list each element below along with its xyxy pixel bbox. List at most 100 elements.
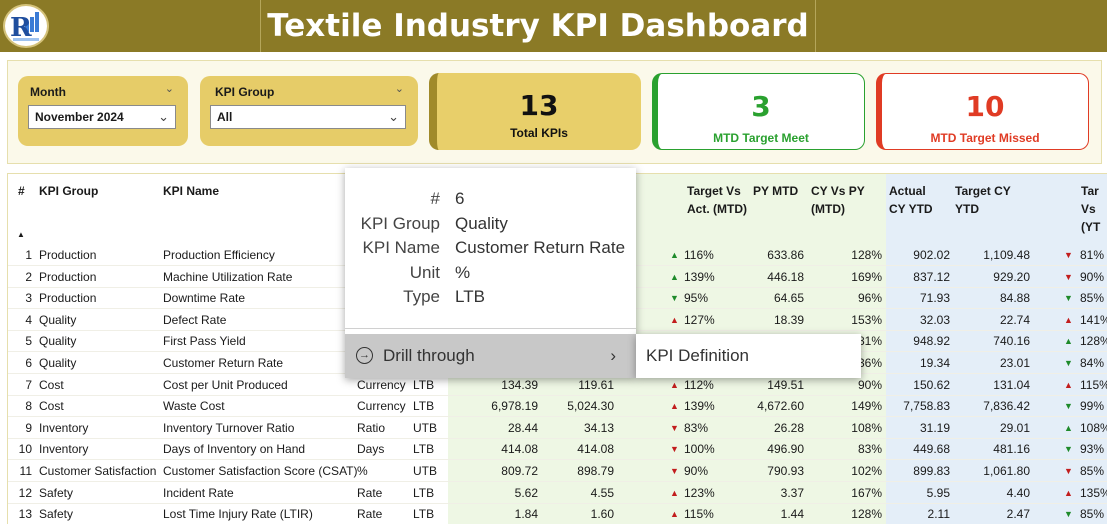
cell-cypy: 128% [851,248,882,262]
cell-cypy: 108% [851,420,882,435]
tooltip-field: Type LTB [345,285,636,309]
cell-tva2: 84% [1080,356,1105,370]
cell-py: 633.86 [767,248,804,262]
col-header-target-vs-act-mtd[interactable]: Target Vs Act. (MTD) [687,184,747,216]
drill-through-menu-item[interactable]: → Drill through › [345,334,636,378]
chevron-down-icon[interactable]: ⌄ [394,83,404,95]
kpi-group-slicer-label: KPI Group [215,85,275,99]
cell-target: 4.55 [590,485,614,500]
cell-tva2: 128% [1080,334,1107,349]
cell-type: LTB [413,399,435,414]
col-header-cy-vs-py-mtd[interactable]: CY Vs PY (MTD) [811,184,865,216]
cell-aytd: 902.02 [913,248,950,262]
arrow-up-icon: ▲ [1064,336,1073,347]
table-row[interactable]: 8 Cost Waste Cost Currency LTB 6,978.19 5,024.… [8,395,1107,418]
arrow-up-icon: ▲ [1064,379,1073,390]
cell-tytd: 740.16 [993,334,1030,349]
month-slicer: Month ⌄ November 2024 ⌄ [18,76,188,146]
cell-tva2: 90% [1080,269,1105,284]
cell-name: Inventory Turnover Ratio [163,420,295,435]
kpi-group-dropdown[interactable]: All ⌄ [210,105,406,129]
cell-actual: 809.72 [501,464,538,478]
cell-n: 11 [19,464,32,478]
table-row[interactable]: 10 Inventory Days of Inventory on Hand Days… [8,438,1107,461]
svg-text:R: R [10,13,32,43]
cell-py: 4,672.60 [757,399,804,414]
cell-group: Inventory [39,420,89,435]
cell-aytd: 948.92 [913,334,950,349]
tooltip-field-key: # [430,189,440,208]
cell-unit: Currency [357,377,406,392]
cell-py: 3.37 [780,485,804,500]
header-divider [815,0,816,52]
col-header-target-cy-ytd[interactable]: Target CY YTD [955,184,1011,216]
col-header-py-mtd[interactable]: PY MTD [753,184,799,198]
cell-tytd: 131.04 [993,377,1030,392]
cell-cypy: 36% [857,356,882,370]
cell-n: 12 [18,485,32,500]
cell-tva: 90% [684,464,709,478]
table-row[interactable]: 2 Production Machine Utilization Rate 139% 4… [8,266,1107,288]
cell-name: Customer Return Rate [163,356,284,370]
cell-name: Downtime Rate [163,291,246,306]
arrow-down-icon: ▼ [670,444,679,455]
chevron-down-icon[interactable]: ⌄ [164,83,174,95]
table-row[interactable]: 11 Customer Satisfaction Customer Satisfac… [8,460,1107,482]
arrow-down-icon: ▼ [670,422,679,433]
tooltip-field-value: 6 [455,189,465,208]
cell-tva2: 85% [1080,464,1105,478]
cell-name: Defect Rate [163,312,227,327]
table-row[interactable]: 13 Safety Lost Time Injury Rate (LTIR) Rate… [8,503,1107,524]
cell-tytd: 23.01 [999,356,1030,370]
cell-aytd: 150.62 [913,377,950,392]
cell-tva2: 135% [1080,485,1107,500]
arrow-down-icon: ▼ [1064,293,1073,304]
cell-type: UTB [413,420,437,435]
tooltip-field: KPI Group Quality [345,212,636,236]
cell-unit: Currency [357,399,406,414]
cell-tva2: 141% [1080,312,1107,327]
col-header-num[interactable]: # [18,184,25,198]
cell-group: Quality [39,356,77,370]
cell-group: Production [39,269,97,284]
month-dropdown[interactable]: November 2024 ⌄ [28,105,176,129]
row-tooltip: #6 KPI Group Quality KPI Name Customer Retur… [345,168,636,378]
cell-cypy: 149% [851,399,882,414]
arrow-down-icon: ▼ [1064,358,1073,368]
cell-n: 13 [18,507,32,522]
cell-aytd: 7,758.83 [903,399,950,414]
total-kpis-value: 13 [519,89,559,122]
col-header-actual-cy-ytd[interactable]: Actual CY YTD [889,184,933,216]
table-row[interactable]: 12 Safety Incident Rate Rate LTB 5.62 4.55 123%… [8,482,1107,504]
table-row[interactable]: 9 Inventory Inventory Turnover Ratio Ratio U… [8,417,1107,439]
arrow-up-icon: ▲ [1064,487,1073,498]
cell-tva: 123% [684,485,715,500]
tooltip-field: KPI Name Customer Return Rate [345,236,636,260]
cell-type: LTB [413,442,435,457]
tooltip-field-key: KPI Group [360,213,440,233]
cell-n: 3 [25,291,32,306]
col-header-kpi-group[interactable]: KPI Group [39,184,99,198]
cell-actual: 134.39 [501,377,538,392]
cell-type: LTB [413,485,435,500]
cell-group: Production [39,248,97,262]
table-row[interactable]: 7 Cost Cost per Unit Produced Currency LTB 13… [8,374,1107,396]
cell-tytd: 929.20 [993,269,1030,284]
cell-n: 5 [25,334,32,349]
cell-actual: 414.08 [501,442,538,457]
cell-target: 1.60 [590,507,614,522]
cell-tva2: 85% [1080,507,1105,522]
arrow-down-icon: ▼ [670,293,679,304]
kpi-definition-menu-item[interactable]: KPI Definition [636,334,861,378]
mtd-target-missed-label: MTD Target Missed [930,131,1040,145]
cell-py: 149.51 [767,377,804,392]
tooltip-field-value: Customer Return Rate [455,238,626,257]
cell-n: 4 [25,312,32,327]
cell-cypy: 167% [851,485,882,500]
cell-tytd: 1,061.80 [983,464,1030,478]
col-header-target-vs-act-ytd[interactable]: Tar Vs (YT [1081,184,1101,234]
mtd-target-missed-card: 10 MTD Target Missed [876,73,1089,150]
col-header-kpi-name[interactable]: KPI Name [163,184,220,198]
cell-tva2: 85% [1080,291,1105,306]
cell-tva: 95% [684,291,709,306]
